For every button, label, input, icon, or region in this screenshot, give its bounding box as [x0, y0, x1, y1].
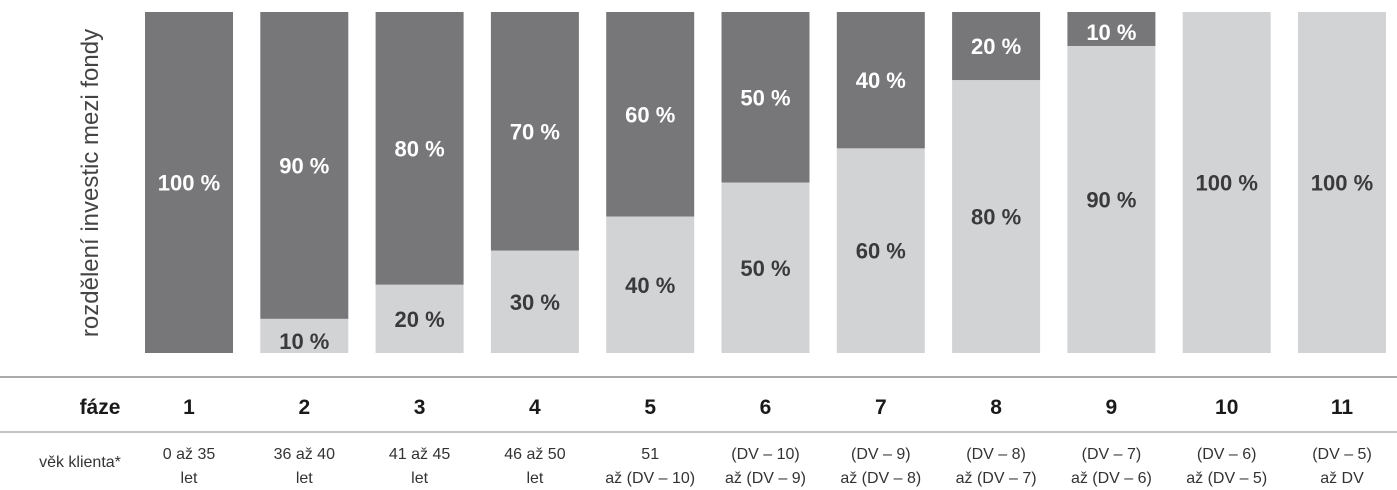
age-row-label: věk klienta* — [39, 454, 121, 471]
phase-cell: 3 — [414, 396, 426, 419]
age-cell-line2: až (DV – 8) — [840, 470, 921, 487]
age-cell-line2: let — [411, 470, 428, 487]
phase-cell: 1 — [183, 396, 195, 419]
bar-segment-top — [260, 12, 349, 319]
phase-cell: 8 — [990, 396, 1002, 419]
phase-cell: 4 — [529, 396, 541, 419]
age-cell-line1: (DV – 5) — [1312, 446, 1372, 463]
bar-segment-bottom — [721, 182, 810, 353]
bar-segment-top — [375, 12, 464, 285]
table-cells: 1 0 až 35 let 2 36 až 40 let 3 41 až 45 let 4 46 a… — [163, 396, 1372, 487]
segment-label-top: 70 % — [510, 119, 560, 144]
bar-segment-bottom — [375, 284, 464, 353]
age-cell-line1: (DV – 8) — [966, 446, 1026, 463]
segment-label-top: 50 % — [740, 85, 790, 110]
bar-segment-bottom — [490, 250, 579, 353]
age-cell-line1: 46 až 50 — [504, 446, 565, 463]
age-cell-line2: až (DV – 7) — [956, 470, 1037, 487]
segment-label-bottom: 90 % — [1086, 188, 1136, 213]
age-cell-line1: (DV – 6) — [1197, 446, 1257, 463]
segment-label-top: 20 % — [971, 34, 1021, 59]
segment-label-top: 80 % — [395, 136, 445, 161]
bar-segment-top — [721, 12, 810, 183]
age-cell-line1: (DV – 10) — [731, 446, 799, 463]
phase-cell: 5 — [644, 396, 656, 419]
phase-cell: 6 — [760, 396, 772, 419]
age-cell-line1: (DV – 7) — [1082, 446, 1142, 463]
bar-segment-top — [145, 12, 233, 353]
phase-cell: 7 — [875, 396, 887, 419]
bar-segment-top — [836, 12, 925, 149]
segment-label-bottom: 80 % — [971, 205, 1021, 230]
bar-segment-bottom — [1298, 12, 1386, 353]
phase-cell: 10 — [1215, 396, 1238, 419]
segment-label-bottom: 60 % — [856, 239, 906, 264]
segment-label-top: 40 % — [856, 68, 906, 93]
age-cell-line2: až (DV – 9) — [725, 470, 806, 487]
age-cell-line2: až (DV – 6) — [1071, 470, 1152, 487]
bar-segment-top — [606, 12, 695, 217]
segment-label-top: 90 % — [279, 153, 329, 178]
segment-label-top: 100 % — [158, 171, 220, 196]
segment-label-bottom: 20 % — [395, 307, 445, 332]
bar-segment-bottom — [606, 216, 695, 353]
segment-label-top: 60 % — [625, 102, 675, 127]
age-cell-line2: až DV — [1320, 470, 1364, 487]
age-cell-line2: let — [181, 470, 198, 487]
bar-segment-top — [1067, 12, 1156, 47]
bar-segment-bottom — [836, 148, 925, 353]
bar-segment-bottom — [260, 318, 349, 353]
age-cell-line1: (DV – 9) — [851, 446, 911, 463]
bar-segment-top — [952, 12, 1041, 81]
phase-row-label: fáze — [80, 396, 121, 419]
segment-label-bottom: 100 % — [1196, 171, 1258, 196]
age-cell-line1: 51 — [641, 446, 659, 463]
bar-segment-top — [490, 12, 579, 251]
segment-label-bottom: 30 % — [510, 290, 560, 315]
segment-label-bottom: 100 % — [1311, 171, 1373, 196]
age-cell-line2: až (DV – 5) — [1186, 470, 1267, 487]
bar-segment-bottom — [1067, 46, 1156, 353]
age-cell-line1: 0 až 35 — [163, 446, 216, 463]
y-axis-label: rozdělení investic mezi fondy — [77, 29, 104, 337]
bars-group: 100 % 90 % 10 % 80 % 20 % 70 % 30 % 60 % 40 % 50 … — [145, 12, 1386, 354]
phase-cell: 9 — [1106, 396, 1118, 419]
age-cell-line2: let — [526, 470, 543, 487]
phase-cell: 2 — [298, 396, 310, 419]
bar-segment-bottom — [1182, 12, 1271, 353]
bar-segment-bottom — [952, 80, 1041, 353]
age-cell-line2: let — [296, 470, 313, 487]
phase-cell: 11 — [1331, 396, 1354, 419]
segment-label-top: 10 % — [1086, 20, 1136, 45]
segment-label-bottom: 10 % — [279, 329, 329, 354]
segment-label-bottom: 40 % — [625, 273, 675, 298]
age-cell-line1: 36 až 40 — [274, 446, 335, 463]
age-cell-line2: až (DV – 10) — [605, 470, 695, 487]
age-cell-line1: 41 až 45 — [389, 446, 450, 463]
segment-label-bottom: 50 % — [740, 256, 790, 281]
